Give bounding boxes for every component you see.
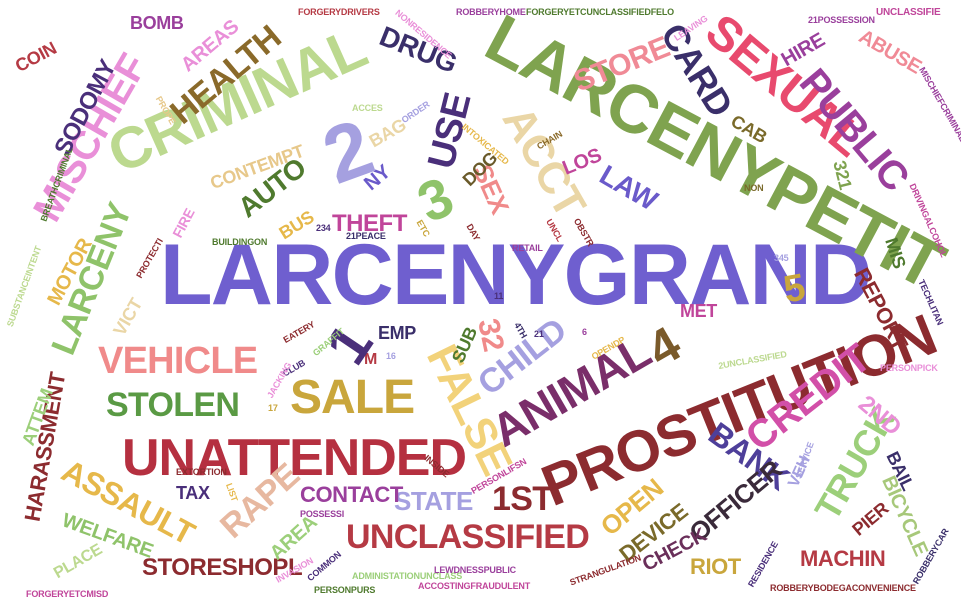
word: BOMB — [130, 13, 184, 33]
word: COMMON — [305, 549, 344, 584]
word: FORGERYETCMISD — [26, 589, 109, 599]
word: STRANGULATION — [568, 552, 643, 588]
word: ADMINISTATIONUNCLASS — [352, 571, 463, 581]
word: ABUSE — [855, 25, 925, 79]
word: 11 — [494, 291, 504, 301]
word: PERSONPICK — [880, 363, 938, 373]
word: EATERY — [281, 319, 317, 346]
word: CONTACT — [300, 482, 403, 507]
word: ORDER — [399, 99, 432, 126]
word: ROBBERYHOME — [456, 7, 526, 17]
word: 16 — [386, 351, 396, 361]
word: UNCLASSIFIE — [876, 7, 941, 18]
word: UNATTENDED — [122, 429, 467, 487]
word: VEHICLE — [98, 340, 258, 382]
word: STATE — [394, 486, 473, 516]
word: RETAIL — [512, 243, 543, 253]
word: FORGERYETCUNCLASSIFIEDFELO — [526, 7, 674, 17]
word: 6 — [582, 327, 587, 337]
word: LARCENYGRAND — [160, 227, 872, 323]
word: UNCLASSIFIED — [346, 518, 590, 556]
word: PERSONPURS — [314, 585, 376, 595]
word: MET — [680, 301, 717, 321]
word: MACHIN — [800, 546, 886, 571]
word: SUBSTANCEINTENT — [4, 244, 44, 329]
word: 21 — [534, 329, 544, 339]
word: VICT — [109, 294, 147, 340]
word: PIER — [848, 498, 893, 540]
word: EXTORTION — [176, 467, 227, 477]
word: LEWDNESSPUBLIC — [434, 565, 516, 575]
word: TAX — [176, 483, 210, 503]
word: NON — [744, 183, 764, 193]
word: 32 — [471, 315, 511, 355]
word: ACCES — [352, 103, 383, 113]
word: POSSESSI — [300, 509, 345, 519]
word: STOLEN — [106, 386, 240, 424]
word: RESIDENCE — [745, 539, 781, 589]
word: MISCHIEFCRIMINAL — [917, 65, 961, 144]
word: FORGERYDRIVERS — [298, 7, 380, 17]
word: 2 — [311, 102, 383, 201]
word: 1ST — [492, 480, 553, 518]
word: 21PEACE — [346, 231, 386, 241]
word: 17 — [268, 403, 278, 413]
word: THEFT — [332, 210, 407, 237]
word: LOS — [559, 144, 605, 180]
word: ACCOSTINGFRAUDULENT — [418, 581, 531, 591]
word: M — [364, 351, 378, 368]
word: ROBBERYBODEGACONVENIENCE — [770, 583, 916, 593]
word: LAW — [594, 159, 663, 217]
word: RIOT — [690, 554, 741, 579]
word: SALE — [290, 371, 415, 424]
word: PLACE — [51, 541, 106, 583]
word: EMP — [378, 323, 416, 343]
word: STORESHOPL — [142, 554, 303, 581]
word: COIN — [11, 37, 60, 77]
word: 21POSSESSION — [808, 15, 875, 25]
word: 234 — [316, 223, 331, 233]
word: 345 — [774, 253, 789, 263]
word: BUILDINGON — [212, 237, 268, 247]
